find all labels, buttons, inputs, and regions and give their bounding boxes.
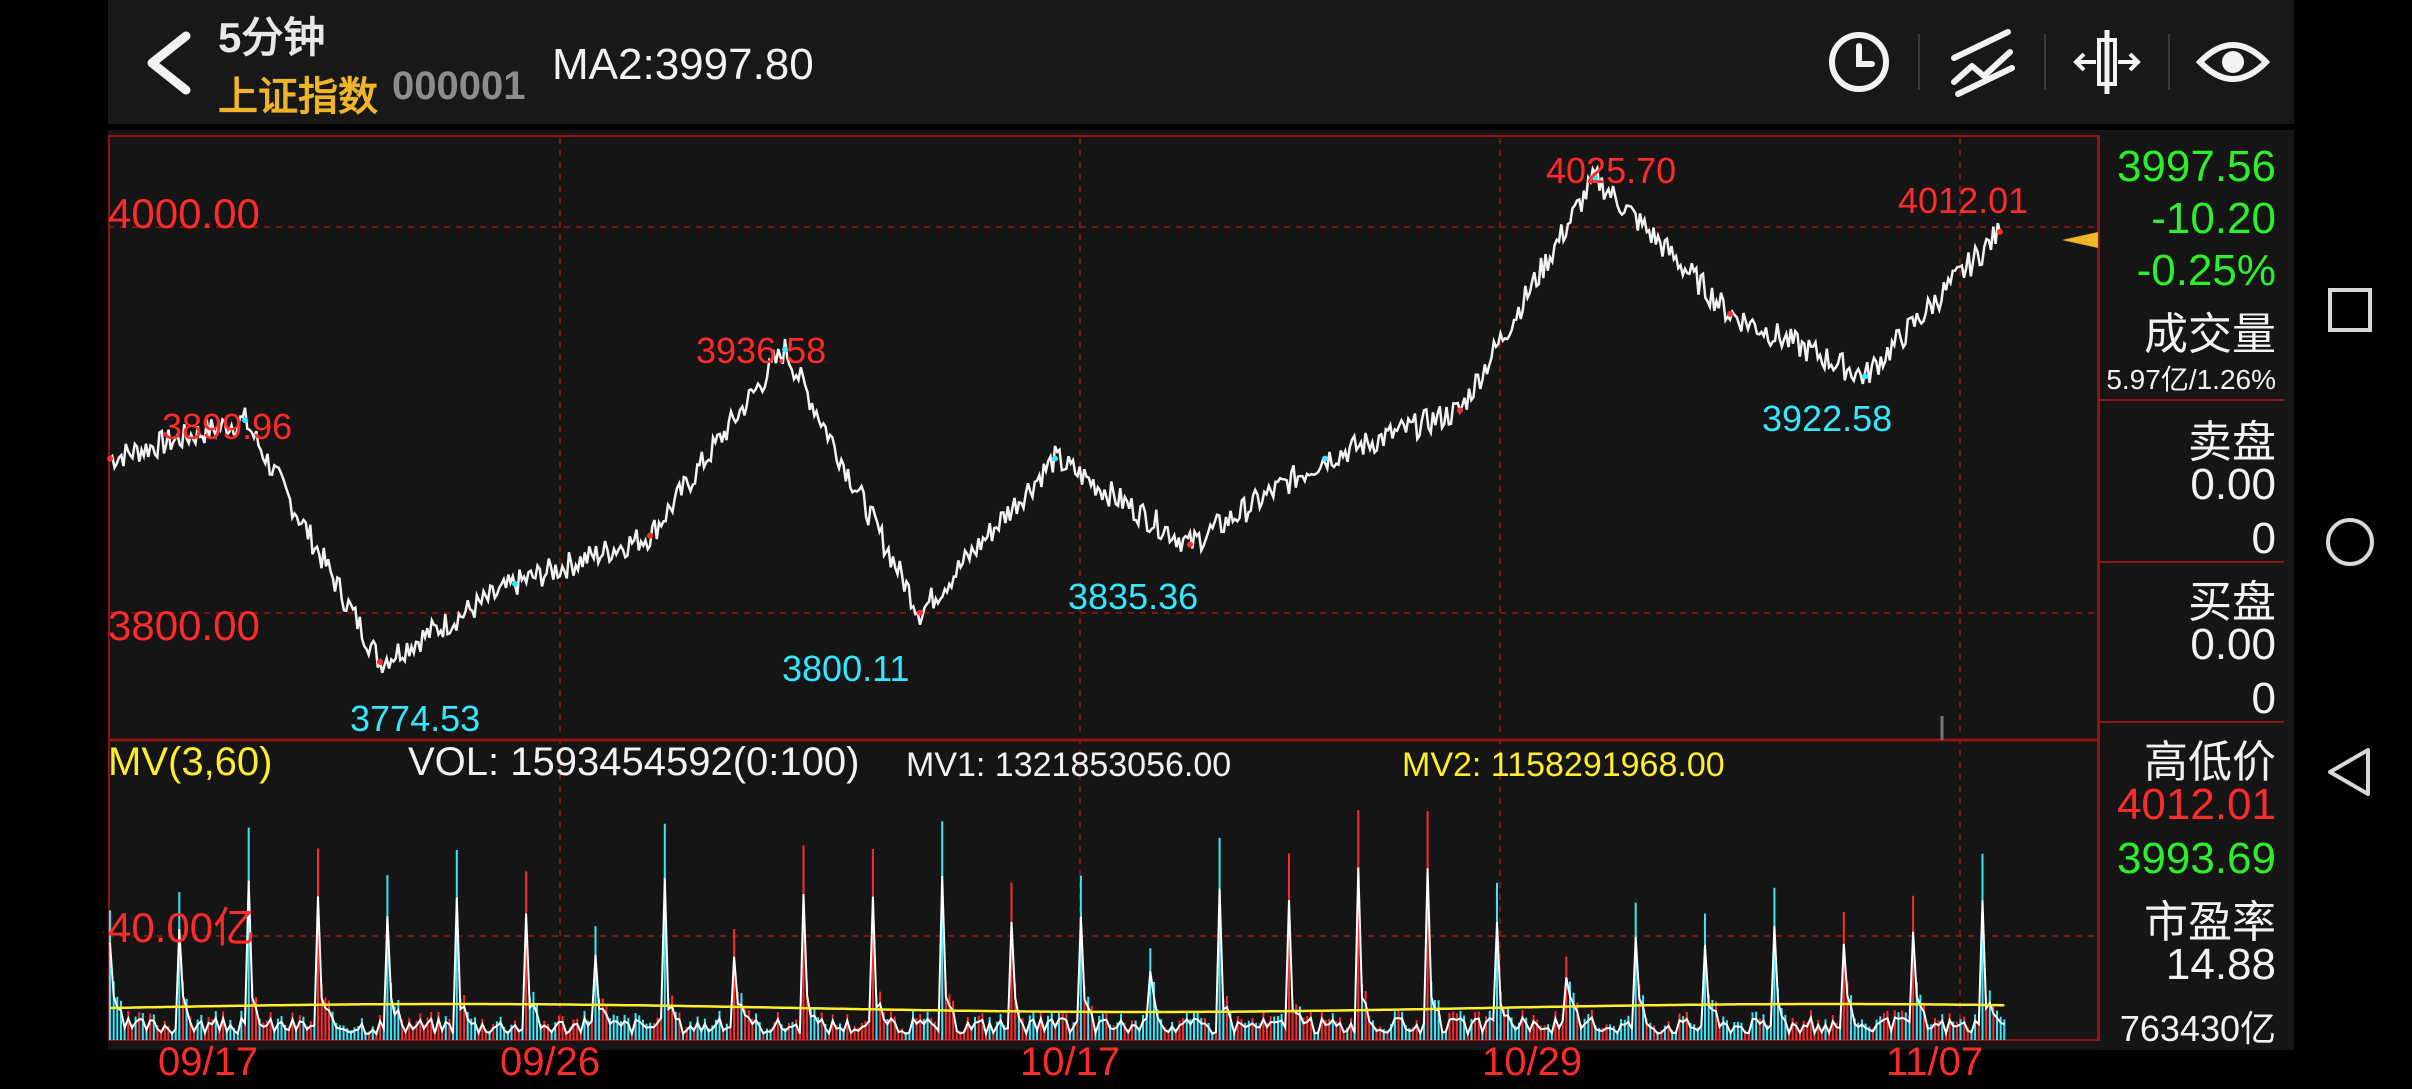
price-point bbox=[647, 532, 653, 539]
price-point bbox=[1727, 310, 1733, 317]
low-label: 3800.11 bbox=[782, 648, 910, 689]
current-price-marker bbox=[2062, 232, 2098, 248]
pe-title: 市盈率 bbox=[2144, 898, 2276, 947]
volume-scale: 40.00亿 bbox=[108, 904, 256, 951]
high-label: 3899.96 bbox=[162, 406, 293, 447]
sell-qty: 0 bbox=[2251, 514, 2276, 563]
x-axis-date: 10/29 bbox=[1482, 1040, 1583, 1084]
price-point bbox=[1862, 373, 1868, 380]
low-label: 3774.53 bbox=[350, 698, 481, 739]
system-nav-bar bbox=[2294, 0, 2412, 1084]
high-label: 4012.01 bbox=[1898, 180, 2029, 221]
hilo-title: 高低价 bbox=[2144, 738, 2276, 787]
price-point bbox=[1052, 455, 1058, 462]
price-point bbox=[1592, 174, 1598, 181]
vol-readout: VOL: 1593454592(0:100) bbox=[408, 740, 860, 784]
low-price: 3993.69 bbox=[2116, 834, 2276, 883]
draw-line-icon bbox=[1951, 29, 2015, 97]
x-axis-date: 10/17 bbox=[1020, 1040, 1121, 1084]
price-point bbox=[377, 658, 383, 665]
index-code: 000001 bbox=[392, 64, 526, 108]
pe-value: 14.88 bbox=[2165, 940, 2276, 989]
measure-button[interactable] bbox=[2064, 22, 2150, 102]
price-point bbox=[242, 417, 248, 424]
price-point bbox=[1997, 228, 2003, 235]
buy-qty: 0 bbox=[2251, 674, 2276, 723]
price-change: -10.20 bbox=[2151, 194, 2276, 243]
sell-title: 卖盘 bbox=[2188, 418, 2276, 467]
high-label: 4025.70 bbox=[1546, 150, 1677, 191]
price-point bbox=[1457, 407, 1463, 414]
index-name: 上证指数 bbox=[218, 75, 378, 119]
volume-title: 成交量 bbox=[2144, 310, 2276, 359]
price-point bbox=[782, 346, 788, 353]
buy-price: 0.00 bbox=[2190, 620, 2276, 669]
price-point bbox=[1187, 541, 1193, 548]
toolbar-divider bbox=[2168, 34, 2170, 90]
high-label: 3936.58 bbox=[696, 330, 827, 371]
draw-tool-button[interactable] bbox=[1940, 22, 2026, 102]
ma-readout: MA2:3997.80 bbox=[552, 40, 814, 89]
toolbar-divider bbox=[1918, 34, 1920, 90]
clock-icon bbox=[1829, 32, 1889, 92]
mv2-readout: MV2: 1158291968.00 bbox=[1402, 746, 1725, 784]
price-point bbox=[512, 580, 518, 587]
market-cap: 763430亿 bbox=[2119, 1008, 2276, 1049]
low-label: 3922.58 bbox=[1762, 398, 1893, 439]
price-axis-lower: 3800.00 bbox=[108, 602, 260, 649]
header-bar bbox=[108, 0, 2294, 124]
home-icon[interactable] bbox=[2326, 518, 2374, 566]
toolbar-divider bbox=[2044, 34, 2046, 90]
mv-label: MV(3,60) bbox=[108, 740, 273, 784]
buy-title: 买盘 bbox=[2188, 578, 2276, 627]
back-button[interactable] bbox=[128, 18, 208, 108]
recent-apps-icon[interactable] bbox=[2328, 288, 2372, 332]
back-icon[interactable] bbox=[2328, 748, 2370, 796]
back-chevron-icon bbox=[147, 31, 191, 95]
x-axis-date: 09/17 bbox=[158, 1040, 259, 1084]
low-label: 3835.36 bbox=[1068, 576, 1199, 617]
x-axis-date: 09/26 bbox=[500, 1040, 601, 1084]
eye-icon bbox=[2195, 42, 2271, 82]
sell-price: 0.00 bbox=[2190, 460, 2276, 509]
x-axis-date: 11/07 bbox=[1886, 1040, 1984, 1084]
history-button[interactable] bbox=[1816, 22, 1902, 102]
volume-value: 5.97亿/1.26% bbox=[2106, 364, 2276, 395]
price-axis-upper: 4000.00 bbox=[108, 190, 260, 237]
mv1-line bbox=[109, 867, 2005, 1038]
price-point bbox=[107, 455, 113, 462]
price-change-pct: -0.25% bbox=[2136, 246, 2276, 295]
chart-area[interactable] bbox=[108, 130, 2294, 1050]
mv2-line bbox=[109, 1002, 2005, 1014]
price-point bbox=[917, 609, 923, 616]
current-price: 3997.56 bbox=[2116, 142, 2276, 191]
visibility-button[interactable] bbox=[2190, 22, 2276, 102]
measure-icon bbox=[2073, 30, 2141, 94]
mv1-readout: MV1: 1321853056.00 bbox=[906, 746, 1232, 784]
price-line bbox=[109, 163, 2002, 674]
high-price: 4012.01 bbox=[2116, 780, 2276, 829]
timeframe-selector[interactable]: 5分钟 bbox=[218, 14, 326, 61]
price-point bbox=[1322, 455, 1328, 462]
